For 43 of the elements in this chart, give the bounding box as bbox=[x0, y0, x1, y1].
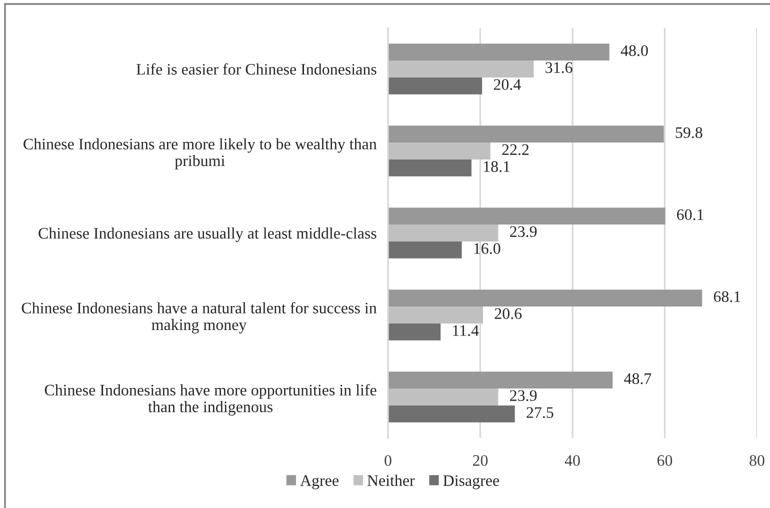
bar bbox=[388, 142, 490, 160]
data-label: 11.4 bbox=[453, 325, 479, 336]
data-label: 20.6 bbox=[494, 308, 522, 320]
bar bbox=[388, 44, 610, 61]
y-tick-label: Chinese Indonesians are usually at least middle-class bbox=[38, 227, 376, 242]
data-label: 59.8 bbox=[676, 127, 702, 138]
bar bbox=[388, 388, 498, 406]
bar bbox=[388, 208, 666, 225]
y-tick-label: Chinese Indonesians have a natural talent for success in making money bbox=[22, 302, 377, 334]
y-tick-label: Life is easier for Chinese Indonesians bbox=[136, 63, 376, 75]
bar bbox=[388, 405, 515, 422]
x-tick-label: 60 bbox=[657, 455, 672, 466]
bar bbox=[388, 323, 441, 340]
x-tick-label: 20 bbox=[472, 455, 488, 466]
data-label: 68.1 bbox=[714, 291, 740, 302]
data-label: 20.4 bbox=[494, 79, 521, 90]
y-tick-label: Chinese Indonesians are more likely to be wealthy than pribumi bbox=[24, 138, 377, 170]
legend-label: Disagree bbox=[443, 475, 500, 490]
data-label: 18.1 bbox=[484, 161, 510, 172]
x-tick-label: 0 bbox=[384, 455, 392, 466]
bar bbox=[388, 60, 534, 78]
data-label: 23.9 bbox=[510, 390, 537, 402]
bar bbox=[388, 241, 462, 258]
data-label: 48.0 bbox=[620, 45, 648, 56]
bar bbox=[388, 77, 482, 94]
bar bbox=[388, 159, 472, 176]
data-label: 31.6 bbox=[546, 62, 572, 74]
x-tick-label: 80 bbox=[750, 455, 764, 466]
data-label: 16.0 bbox=[474, 243, 500, 254]
bar bbox=[388, 306, 484, 324]
legend-label: Neither bbox=[367, 474, 415, 486]
data-label: 48.7 bbox=[624, 373, 652, 384]
data-label: 27.5 bbox=[526, 407, 554, 418]
y-tick-label: Chinese Indonesians have more opportunities in life than the indigenous bbox=[44, 384, 376, 416]
data-label: 23.9 bbox=[510, 226, 537, 238]
legend-label: Agree bbox=[300, 475, 338, 490]
x-tick-label: 40 bbox=[564, 455, 580, 466]
bar bbox=[388, 372, 613, 389]
bar bbox=[388, 126, 664, 143]
bar bbox=[388, 290, 702, 307]
data-label: 22.2 bbox=[502, 144, 529, 156]
data-label: 60.1 bbox=[677, 209, 704, 220]
bar bbox=[388, 224, 498, 242]
